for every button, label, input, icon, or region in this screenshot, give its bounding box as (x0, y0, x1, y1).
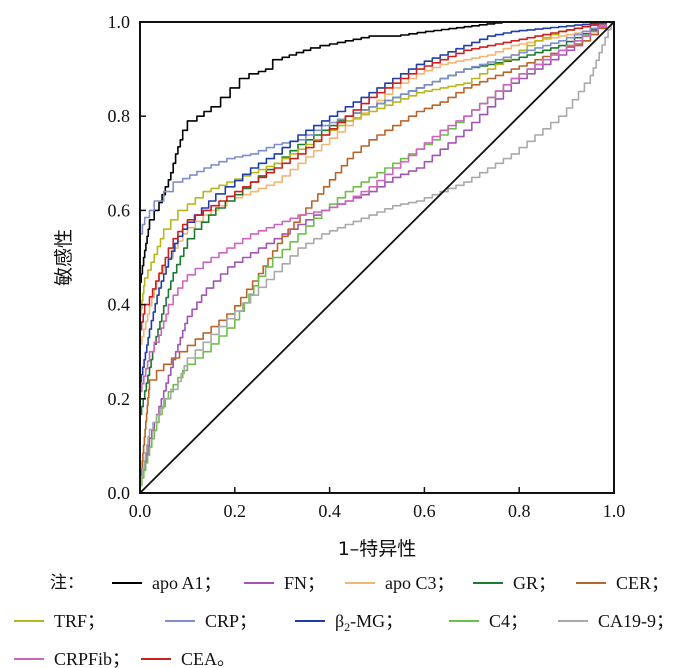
x-tick-label: 0.8 (508, 501, 531, 521)
reference-diagonal-line (139, 21, 615, 494)
legend: apo A1； FN； apo C3； GR； CER； TRF； CRP； β2-MG； C4… (14, 573, 674, 668)
legend-note-label: 注： (50, 573, 84, 593)
legend-label: GR； (513, 573, 556, 593)
y-tick-label: 0.6 (108, 200, 131, 220)
legend-label: FN； (284, 573, 325, 593)
x-tick-label: 0.0 (129, 501, 152, 521)
roc-curve-ca19-9 (139, 21, 614, 493)
legend-label: CA19-9； (598, 611, 674, 631)
legend-label: C4； (489, 611, 528, 631)
y-tick-label: 0.2 (108, 389, 131, 409)
legend-label: CRP； (205, 611, 257, 631)
x-axis-title: 1–特异性 (338, 538, 417, 560)
y-tick-label: 0.4 (108, 295, 131, 315)
legend-label: TRF； (54, 611, 105, 631)
roc-curve--2-mg (139, 21, 614, 493)
x-tick-label: 1.0 (603, 501, 626, 521)
y-axis-title: 敏感性 (53, 229, 75, 286)
roc-curve-apo-c3 (139, 21, 614, 493)
y-tick-label: 0.0 (108, 483, 131, 503)
x-tick-label: 0.6 (413, 501, 436, 521)
plot-lines (139, 21, 614, 493)
roc-curve-cea (139, 21, 614, 493)
roc-curve-cer (139, 21, 614, 493)
roc-curve-fn (139, 21, 614, 493)
roc-curve-trf (139, 21, 614, 493)
plot-frame (139, 21, 615, 494)
legend-label: CRPFib； (54, 649, 130, 668)
legend-label: CEA。 (181, 649, 235, 668)
roc-curve-crpfib (139, 21, 614, 493)
y-tick-label: 1.0 (108, 12, 131, 32)
legend-label: apo A1； (152, 573, 222, 593)
x-tick-label: 0.4 (318, 501, 341, 521)
axis-ticks: 0.0 0.2 0.4 0.6 0.8 1.0 0.0 0.2 0.4 0.6 0.8 1.0 (108, 12, 626, 521)
y-tick-label: 0.8 (108, 106, 131, 126)
legend-label: β2-MG； (335, 611, 403, 634)
x-tick-label: 0.2 (224, 501, 247, 521)
legend-label: CER； (616, 573, 669, 593)
legend-label: apo C3； (385, 573, 455, 593)
